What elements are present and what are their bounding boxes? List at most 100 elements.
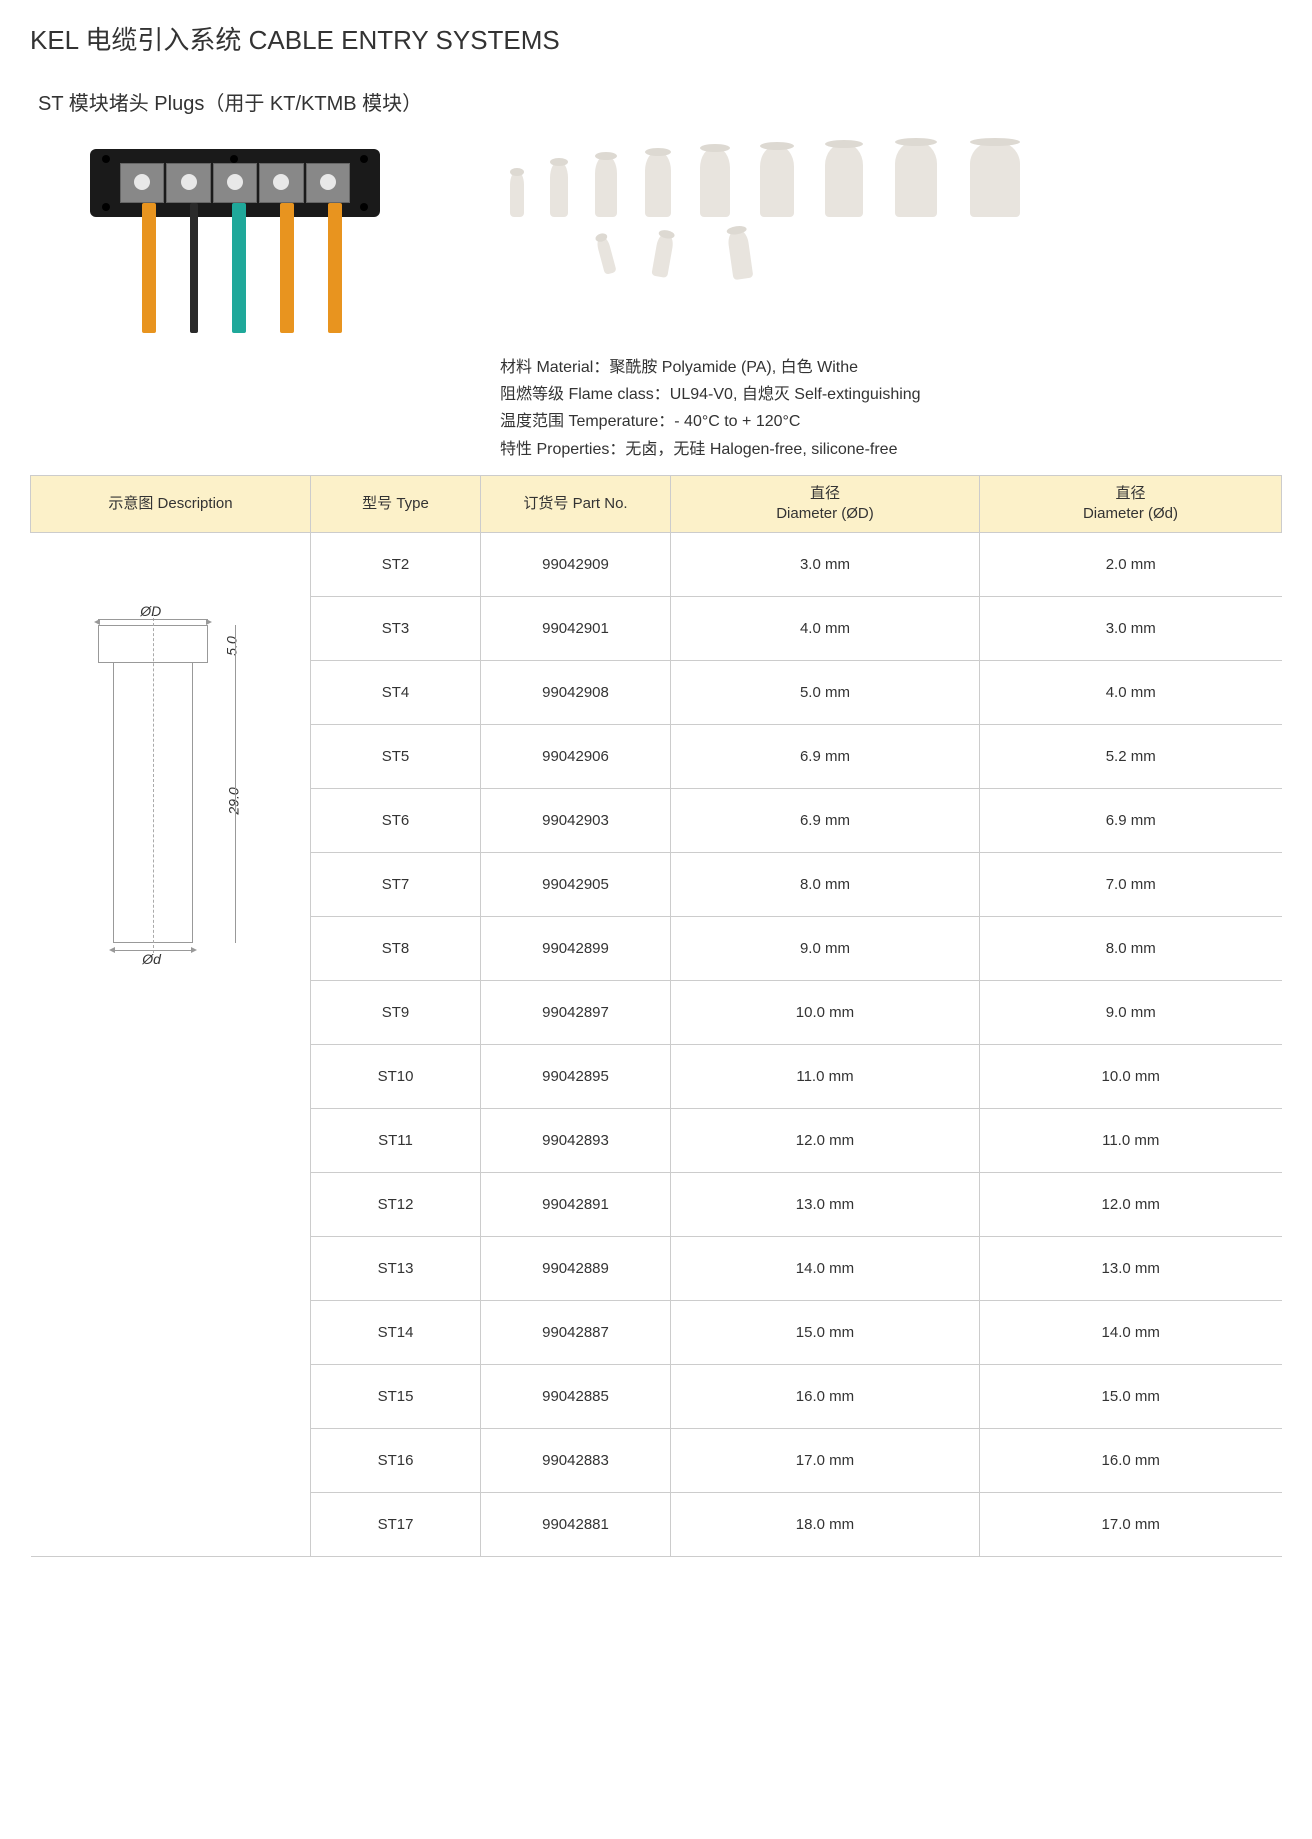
cell-D: 10.0 mm bbox=[671, 981, 980, 1045]
cell-type: ST13 bbox=[311, 1237, 481, 1301]
cell-partno: 99042906 bbox=[481, 725, 671, 789]
cell-type: ST10 bbox=[311, 1045, 481, 1109]
cell-type: ST14 bbox=[311, 1301, 481, 1365]
cable-orange-3 bbox=[328, 203, 342, 333]
plugs-photo bbox=[480, 141, 1030, 281]
th-description: 示意图 Description bbox=[31, 475, 311, 533]
cell-D: 17.0 mm bbox=[671, 1429, 980, 1493]
cell-D: 18.0 mm bbox=[671, 1493, 980, 1557]
cell-d: 5.2 mm bbox=[979, 725, 1281, 789]
cell-D: 4.0 mm bbox=[671, 597, 980, 661]
cell-D: 6.9 mm bbox=[671, 789, 980, 853]
images-row bbox=[30, 141, 1282, 346]
cell-type: ST4 bbox=[311, 661, 481, 725]
cell-D: 15.0 mm bbox=[671, 1301, 980, 1365]
cell-d: 17.0 mm bbox=[979, 1493, 1281, 1557]
plug-icon bbox=[700, 147, 730, 217]
cell-type: ST15 bbox=[311, 1365, 481, 1429]
cell-type: ST8 bbox=[311, 917, 481, 981]
spec-flame: 阻燃等级 Flame class：UL94-V0, 自熄灭 Self-extin… bbox=[500, 381, 1282, 408]
cell-D: 16.0 mm bbox=[671, 1365, 980, 1429]
cell-d: 10.0 mm bbox=[979, 1045, 1281, 1109]
description-cell: ØD 5.0 29.0 Ød bbox=[31, 533, 311, 1557]
cell-type: ST17 bbox=[311, 1493, 481, 1557]
cell-D: 11.0 mm bbox=[671, 1045, 980, 1109]
th-partno: 订货号 Part No. bbox=[481, 475, 671, 533]
cell-type: ST2 bbox=[311, 533, 481, 597]
label-D: ØD bbox=[140, 603, 161, 619]
cell-d: 4.0 mm bbox=[979, 661, 1281, 725]
cell-partno: 99042883 bbox=[481, 1429, 671, 1493]
label-d: Ød bbox=[142, 951, 161, 967]
cell-type: ST12 bbox=[311, 1173, 481, 1237]
cable-orange-2 bbox=[280, 203, 294, 333]
cell-d: 12.0 mm bbox=[979, 1173, 1281, 1237]
cell-d: 6.9 mm bbox=[979, 789, 1281, 853]
dimension-diagram: ØD 5.0 29.0 Ød bbox=[70, 603, 270, 1003]
cell-d: 3.0 mm bbox=[979, 597, 1281, 661]
cell-d: 9.0 mm bbox=[979, 981, 1281, 1045]
cell-type: ST6 bbox=[311, 789, 481, 853]
specs-block: 材料 Material：聚酰胺 Polyamide (PA), 白色 Withe… bbox=[500, 354, 1282, 463]
spec-properties: 特性 Properties：无卤，无硅 Halogen-free, silico… bbox=[500, 436, 1282, 463]
th-diameter-D: 直径Diameter (ØD) bbox=[671, 475, 980, 533]
cell-D: 6.9 mm bbox=[671, 725, 980, 789]
cell-D: 14.0 mm bbox=[671, 1237, 980, 1301]
cell-d: 14.0 mm bbox=[979, 1301, 1281, 1365]
cell-d: 11.0 mm bbox=[979, 1109, 1281, 1173]
cell-d: 15.0 mm bbox=[979, 1365, 1281, 1429]
dim-body: 29.0 bbox=[226, 788, 242, 815]
product-photo bbox=[70, 141, 400, 346]
plug-icon bbox=[895, 141, 937, 217]
cell-d: 8.0 mm bbox=[979, 917, 1281, 981]
plug-icon bbox=[651, 232, 674, 278]
plug-icon bbox=[727, 228, 754, 280]
plug-icon bbox=[825, 143, 863, 217]
plug-icon bbox=[595, 155, 617, 217]
cell-partno: 99042897 bbox=[481, 981, 671, 1045]
th-type: 型号 Type bbox=[311, 475, 481, 533]
cell-partno: 99042903 bbox=[481, 789, 671, 853]
cell-type: ST11 bbox=[311, 1109, 481, 1173]
cell-partno: 99042885 bbox=[481, 1365, 671, 1429]
cell-D: 5.0 mm bbox=[671, 661, 980, 725]
cell-partno: 99042905 bbox=[481, 853, 671, 917]
cell-partno: 99042901 bbox=[481, 597, 671, 661]
cell-partno: 99042893 bbox=[481, 1109, 671, 1173]
cell-partno: 99042887 bbox=[481, 1301, 671, 1365]
table-row: ØD5.029.0ØdST2990429093.0 mm2.0 mm bbox=[31, 533, 1282, 597]
cable-orange bbox=[142, 203, 156, 333]
data-table: 示意图 Description 型号 Type 订货号 Part No. 直径D… bbox=[30, 475, 1282, 1558]
cell-partno: 99042909 bbox=[481, 533, 671, 597]
cell-D: 9.0 mm bbox=[671, 917, 980, 981]
cell-partno: 99042891 bbox=[481, 1173, 671, 1237]
cell-type: ST3 bbox=[311, 597, 481, 661]
plug-icon bbox=[595, 235, 616, 275]
cell-type: ST5 bbox=[311, 725, 481, 789]
cell-d: 7.0 mm bbox=[979, 853, 1281, 917]
cell-type: ST7 bbox=[311, 853, 481, 917]
cell-D: 12.0 mm bbox=[671, 1109, 980, 1173]
plug-icon bbox=[970, 141, 1020, 217]
cell-d: 13.0 mm bbox=[979, 1237, 1281, 1301]
dim-top: 5.0 bbox=[224, 637, 240, 656]
section-title: ST 模块堵头 Plugs（用于 KT/KTMB 模块） bbox=[38, 87, 1282, 116]
cell-D: 8.0 mm bbox=[671, 853, 980, 917]
cell-d: 16.0 mm bbox=[979, 1429, 1281, 1493]
spec-temperature: 温度范围 Temperature：- 40°C to + 120°C bbox=[500, 408, 1282, 435]
plug-icon bbox=[760, 145, 794, 217]
cell-partno: 99042908 bbox=[481, 661, 671, 725]
cell-partno: 99042899 bbox=[481, 917, 671, 981]
plug-icon bbox=[645, 151, 671, 217]
cell-type: ST16 bbox=[311, 1429, 481, 1493]
cell-partno: 99042881 bbox=[481, 1493, 671, 1557]
cable-black bbox=[190, 203, 198, 333]
plug-icon bbox=[510, 171, 524, 217]
page-title: KEL 电缆引入系统 CABLE ENTRY SYSTEMS bbox=[30, 20, 1282, 57]
cell-D: 13.0 mm bbox=[671, 1173, 980, 1237]
cell-partno: 99042895 bbox=[481, 1045, 671, 1109]
cable-teal bbox=[232, 203, 246, 333]
th-diameter-d: 直径Diameter (Ød) bbox=[979, 475, 1281, 533]
cell-type: ST9 bbox=[311, 981, 481, 1045]
cell-d: 2.0 mm bbox=[979, 533, 1281, 597]
